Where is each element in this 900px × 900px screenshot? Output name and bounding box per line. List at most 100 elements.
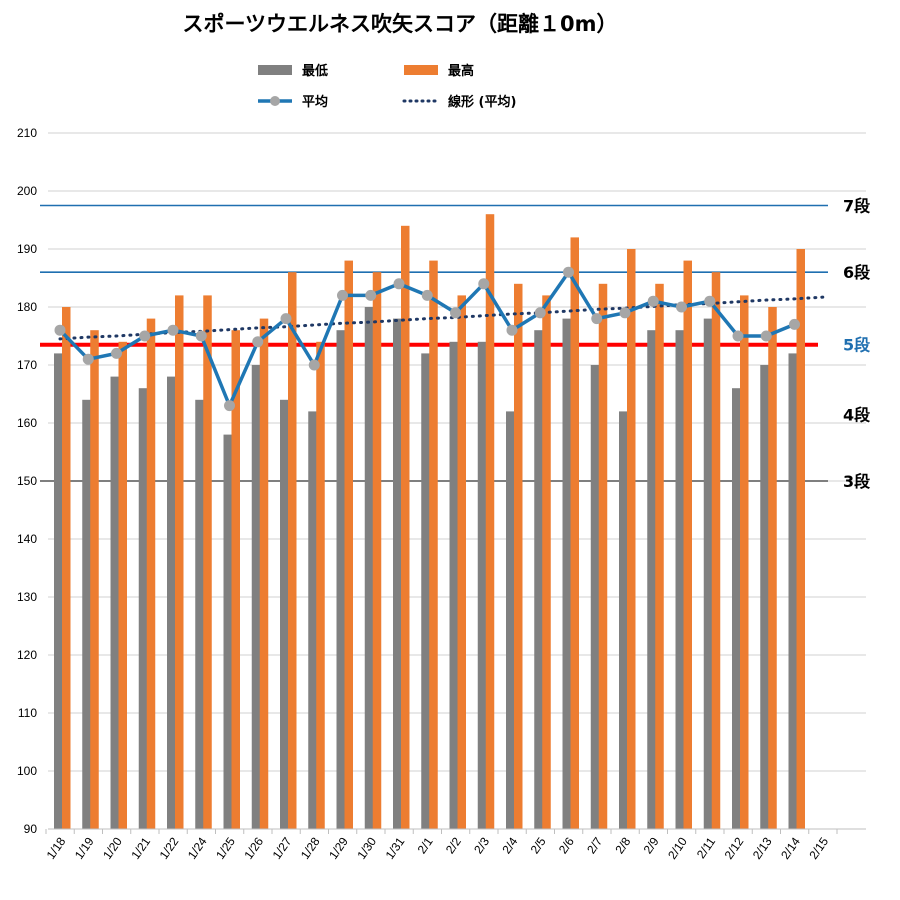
bar-min xyxy=(223,434,232,829)
x-tick-label: 2/8 xyxy=(612,834,633,856)
legend-label-min: 最低 xyxy=(302,63,328,79)
bar-max xyxy=(655,283,664,829)
bar-max xyxy=(401,225,410,830)
y-tick-label: 190 xyxy=(17,242,37,256)
bar-min xyxy=(421,353,430,829)
x-tick-label: 1/21 xyxy=(128,834,153,861)
average-point xyxy=(450,307,461,319)
rank-label: 3段 xyxy=(843,472,871,491)
x-tick-label: 2/9 xyxy=(641,834,662,856)
bar-max xyxy=(372,272,382,829)
x-tick-label: 2/14 xyxy=(778,834,803,861)
x-tick-label: 1/25 xyxy=(213,834,238,861)
average-point xyxy=(54,324,66,336)
x-tick-label: 1/19 xyxy=(72,834,97,861)
bar-max xyxy=(146,318,156,829)
y-tick-label: 160 xyxy=(17,416,37,430)
bar-min xyxy=(336,330,345,829)
bar-min xyxy=(647,330,656,829)
x-tick-label: 2/6 xyxy=(556,834,577,856)
y-tick-label: 100 xyxy=(17,764,37,778)
average-point xyxy=(195,330,207,342)
bar-max xyxy=(514,283,523,829)
x-tick-label: 1/28 xyxy=(298,834,323,861)
bar-min xyxy=(110,376,119,829)
average-point xyxy=(760,330,772,342)
bar-max xyxy=(683,260,692,830)
bar-max xyxy=(259,318,269,829)
y-tick-label: 180 xyxy=(17,300,37,314)
bar-max xyxy=(796,249,805,829)
average-point xyxy=(591,313,603,325)
legend-marker-avg xyxy=(270,96,280,106)
average-point xyxy=(167,324,179,336)
x-tick-label: 1/30 xyxy=(354,834,379,861)
y-tick-label: 200 xyxy=(17,184,37,198)
average-point xyxy=(704,295,716,307)
legend-swatch-min xyxy=(258,65,292,75)
average-point xyxy=(619,307,631,319)
average-point xyxy=(82,353,94,365)
bar-min xyxy=(506,411,515,829)
bar-max xyxy=(711,272,721,829)
bar-min xyxy=(562,318,571,829)
x-tick-label: 2/10 xyxy=(665,834,690,861)
legend-label-max: 最高 xyxy=(448,63,474,79)
bar-max xyxy=(457,295,466,829)
bar-min xyxy=(364,307,374,829)
x-tick-label: 1/31 xyxy=(383,834,408,861)
y-tick-label: 90 xyxy=(24,822,38,836)
rank-label: 4段 xyxy=(843,405,871,424)
average-point xyxy=(111,347,122,359)
y-tick-label: 140 xyxy=(17,532,37,546)
average-point xyxy=(506,324,518,336)
x-tick-label: 2/5 xyxy=(528,834,549,856)
rank-label: 7段 xyxy=(843,197,871,216)
average-point xyxy=(676,301,687,313)
bar-max xyxy=(231,330,240,829)
average-point xyxy=(563,266,574,278)
bar-min xyxy=(308,411,317,829)
bar-max xyxy=(62,307,71,829)
bar-min xyxy=(788,353,797,829)
average-point xyxy=(280,313,292,325)
bar-max xyxy=(768,307,777,829)
bar-max xyxy=(316,341,325,829)
y-tick-label: 150 xyxy=(17,474,37,488)
bar-max xyxy=(203,295,212,829)
average-point xyxy=(308,359,320,371)
x-tick-label: 1/29 xyxy=(326,834,351,861)
x-tick-label: 2/1 xyxy=(415,834,436,856)
y-tick-label: 120 xyxy=(17,648,37,662)
bar-min xyxy=(251,365,261,829)
bar-min xyxy=(393,318,402,829)
bar-min xyxy=(449,341,458,829)
average-point xyxy=(224,400,235,412)
legend-swatch-max xyxy=(404,65,438,75)
average-point xyxy=(534,307,546,319)
x-tick-label: 2/2 xyxy=(443,834,464,856)
bar-min xyxy=(138,388,148,829)
average-point xyxy=(732,330,744,342)
y-tick-label: 210 xyxy=(17,126,37,140)
average-point xyxy=(393,278,405,290)
bar-min xyxy=(534,330,543,829)
average-line-layer xyxy=(54,266,800,412)
bar-max xyxy=(429,260,438,830)
y-tick-label: 110 xyxy=(18,706,37,720)
x-tick-label: 2/13 xyxy=(750,834,775,861)
average-point xyxy=(789,318,800,330)
bar-min xyxy=(82,399,91,829)
bar-max xyxy=(175,295,184,829)
x-tick-label: 1/22 xyxy=(157,834,182,861)
rank-label: 6段 xyxy=(843,263,871,282)
x-tick-label: 2/15 xyxy=(806,834,831,861)
bar-min xyxy=(167,376,176,829)
bar-max xyxy=(90,330,99,829)
bar-min xyxy=(732,388,741,829)
x-tick-label: 2/12 xyxy=(722,834,747,861)
bar-max xyxy=(485,214,495,829)
bars xyxy=(54,214,805,830)
bar-max xyxy=(570,237,579,829)
